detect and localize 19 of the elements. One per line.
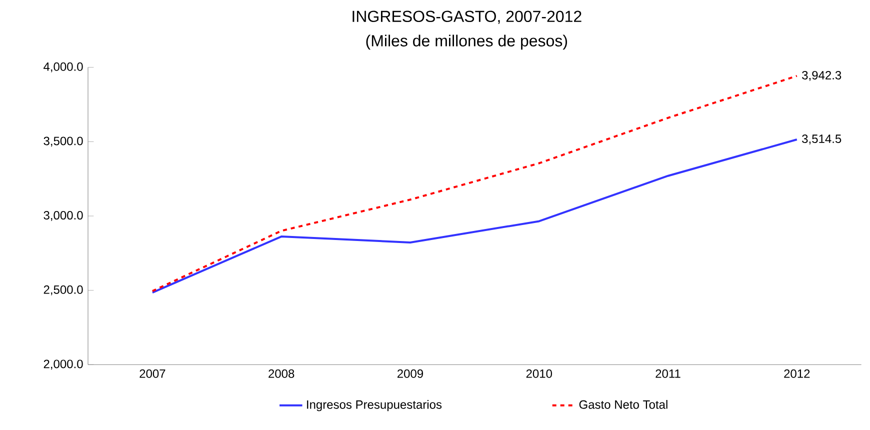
y-tick-label: 2,000.0: [44, 360, 83, 370]
line-series: [151, 138, 798, 294]
x-tick-label: 2011: [656, 369, 680, 378]
legend-label: Gasto Neto Total: [579, 400, 668, 409]
x-tick-label: 2009: [397, 369, 423, 378]
x-tick-label: 2010: [526, 369, 552, 378]
data-label: 3,514.5: [802, 134, 842, 144]
y-tick-label: 3,500.0: [44, 136, 83, 147]
x-tick-label: 2008: [268, 369, 294, 378]
legend-label: Ingresos Presupuestarios: [307, 400, 442, 412]
chart-subtitle: (Miles de millones de pesos): [366, 34, 567, 50]
y-tick-label: 4,000.0: [44, 62, 83, 72]
y-tick-label: 2,500.0: [44, 285, 83, 296]
data-label: 3,942.3: [802, 70, 842, 81]
chart-title: INGRESOS-GASTO, 2007-2012: [352, 10, 582, 24]
line-series: [151, 74, 798, 292]
x-tick-label: 2007: [140, 369, 166, 378]
y-tick-label: 3,000.0: [44, 211, 83, 221]
x-tick-label: 2012: [784, 369, 810, 378]
